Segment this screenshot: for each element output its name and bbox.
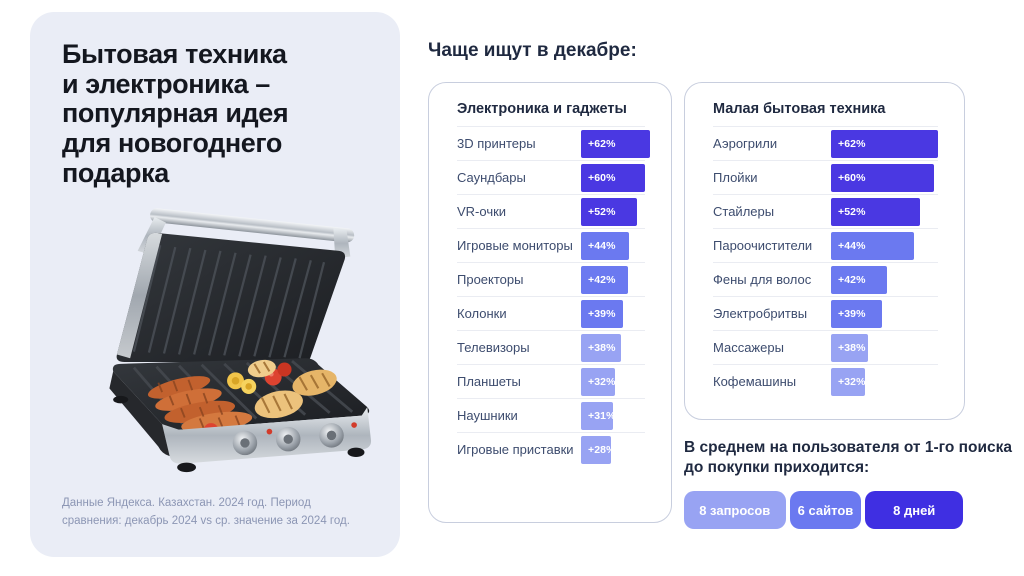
grill-feet xyxy=(113,395,365,473)
card-appliances: Малая бытовая техника Аэрогрили +62% Плойк… xyxy=(684,82,965,420)
bar-row: Массажеры +38% xyxy=(713,330,938,364)
funnel-pills: 8 запросов 6 сайтов 8 дней xyxy=(684,491,963,530)
growth-bar: +44% xyxy=(581,232,629,260)
bar-row: Плойки +60% xyxy=(713,160,938,194)
contact-grill-image xyxy=(109,208,372,473)
funnel-pill: 8 дней xyxy=(865,491,963,530)
bar-row: Фены для волос +42% xyxy=(713,262,938,296)
growth-bar: +42% xyxy=(831,266,887,294)
growth-bar: +38% xyxy=(831,334,868,362)
title-line: популярная идея xyxy=(62,98,289,129)
bar-row: Аэрогрили +62% xyxy=(713,126,938,160)
section-heading: Чаще ищут в декабре: xyxy=(428,40,637,61)
pepper-slices xyxy=(227,372,257,394)
bar-row: Стайлеры +52% xyxy=(713,194,938,228)
growth-bar: +52% xyxy=(831,198,920,226)
source-note-line: сравнения: декабрь 2024 vs ср. значение … xyxy=(62,515,350,528)
title-line: и электроника – xyxy=(62,68,270,99)
bar-row-label: Плойки xyxy=(713,170,758,185)
growth-bar: +38% xyxy=(581,334,621,362)
bar-row-label: Колонки xyxy=(457,306,507,321)
growth-bar: +60% xyxy=(831,164,934,192)
bar-row: Игровые мониторы +44% xyxy=(457,228,645,262)
growth-bar: +31% xyxy=(581,402,613,430)
bar-row: Колонки +39% xyxy=(457,296,645,330)
summary-text: В среднем на пользователя от 1-го поиска… xyxy=(684,438,1012,478)
sausages xyxy=(147,376,253,433)
growth-bar: +52% xyxy=(581,198,637,226)
appliances-bar-list: Аэрогрили +62% Плойки +60% Стайлеры +52% Пароо… xyxy=(713,126,938,398)
bar-row: Игровые приставки +28% xyxy=(457,432,645,466)
source-note-line: Данные Яндекса. Казахстан. 2024 год. Пер… xyxy=(62,497,311,510)
grill-illustration xyxy=(68,190,388,485)
summary-text-line: до покупки приходится: xyxy=(684,459,870,477)
electronics-bar-list: 3D принтеры +62% Саундбары +60% VR-очки +52% И… xyxy=(457,126,650,466)
bar-row: Планшеты +32% xyxy=(457,364,645,398)
bar-row-label: Саундбары xyxy=(457,170,526,185)
summary-block: В среднем на пользователя от 1-го поиска… xyxy=(684,438,1012,530)
growth-bar: +32% xyxy=(581,368,615,396)
page-title: Бытовая техника и электроника – популярн… xyxy=(62,39,362,188)
bar-row-label: Игровые мониторы xyxy=(457,238,573,253)
grilled-food xyxy=(147,359,337,439)
funnel-pill: 8 запросов xyxy=(684,491,786,530)
source-note: Данные Яндекса. Казахстан. 2024 год. Пер… xyxy=(62,495,362,531)
bar-row: Проекторы +42% xyxy=(457,262,645,296)
bar-row-label: 3D принтеры xyxy=(457,136,536,151)
growth-bar: +60% xyxy=(581,164,645,192)
growth-bar: +39% xyxy=(831,300,882,328)
bar-row-label: VR-очки xyxy=(457,204,507,219)
bar-row: 3D принтеры +62% xyxy=(457,126,650,160)
grill-lid xyxy=(116,232,346,363)
growth-bar: +62% xyxy=(831,130,938,158)
bar-row: Пароочистители +44% xyxy=(713,228,938,262)
bar-row-label: Кофемашины xyxy=(713,374,797,389)
growth-bar: +42% xyxy=(581,266,628,294)
growth-bar: +39% xyxy=(581,300,623,328)
growth-bar: +32% xyxy=(831,368,865,396)
bar-row: Саундбары +60% xyxy=(457,160,645,194)
chicken-pieces xyxy=(247,359,337,419)
bar-row-label: Пароочистители xyxy=(713,238,813,253)
growth-bar: +28% xyxy=(581,436,611,464)
bar-row: Электробритвы +39% xyxy=(713,296,938,330)
bar-row-label: Планшеты xyxy=(457,374,521,389)
bar-row: Кофемашины +32% xyxy=(713,364,938,398)
bar-row-label: Телевизоры xyxy=(457,340,530,355)
summary-text-line: В среднем на пользователя от 1-го поиска xyxy=(684,439,1012,456)
bar-row: Телевизоры +38% xyxy=(457,330,645,364)
intro-panel: Бытовая техника и электроника – популярн… xyxy=(30,12,400,557)
bar-row-label: Стайлеры xyxy=(713,204,775,219)
grill-front-panel xyxy=(109,371,372,464)
title-line: Бытовая техника xyxy=(62,39,287,69)
title-line: подарка xyxy=(62,157,169,188)
bar-row-label: Проекторы xyxy=(457,272,524,287)
indicator-light xyxy=(266,428,273,435)
card-electronics: Электроника и гаджеты 3D принтеры +62% Сау… xyxy=(428,82,672,523)
growth-bar: +44% xyxy=(831,232,914,260)
bar-row: VR-очки +52% xyxy=(457,194,645,228)
bar-row-label: Аэрогрили xyxy=(713,136,778,151)
bar-row-label: Электробритвы xyxy=(713,306,808,321)
card-appliances-title: Малая бытовая техника xyxy=(713,101,886,117)
bar-row: Наушники +31% xyxy=(457,398,645,432)
bar-row-label: Фены для волос xyxy=(713,272,812,287)
bar-row-label: Наушники xyxy=(457,408,518,423)
growth-bar: +62% xyxy=(581,130,650,158)
indicator-light xyxy=(351,422,357,428)
title-line: для новогоднего xyxy=(62,128,282,159)
funnel-pill: 6 сайтов xyxy=(789,491,862,530)
bar-row-label: Массажеры xyxy=(713,340,784,355)
card-electronics-title: Электроника и гаджеты xyxy=(457,101,627,117)
bar-row-label: Игровые приставки xyxy=(457,442,574,457)
